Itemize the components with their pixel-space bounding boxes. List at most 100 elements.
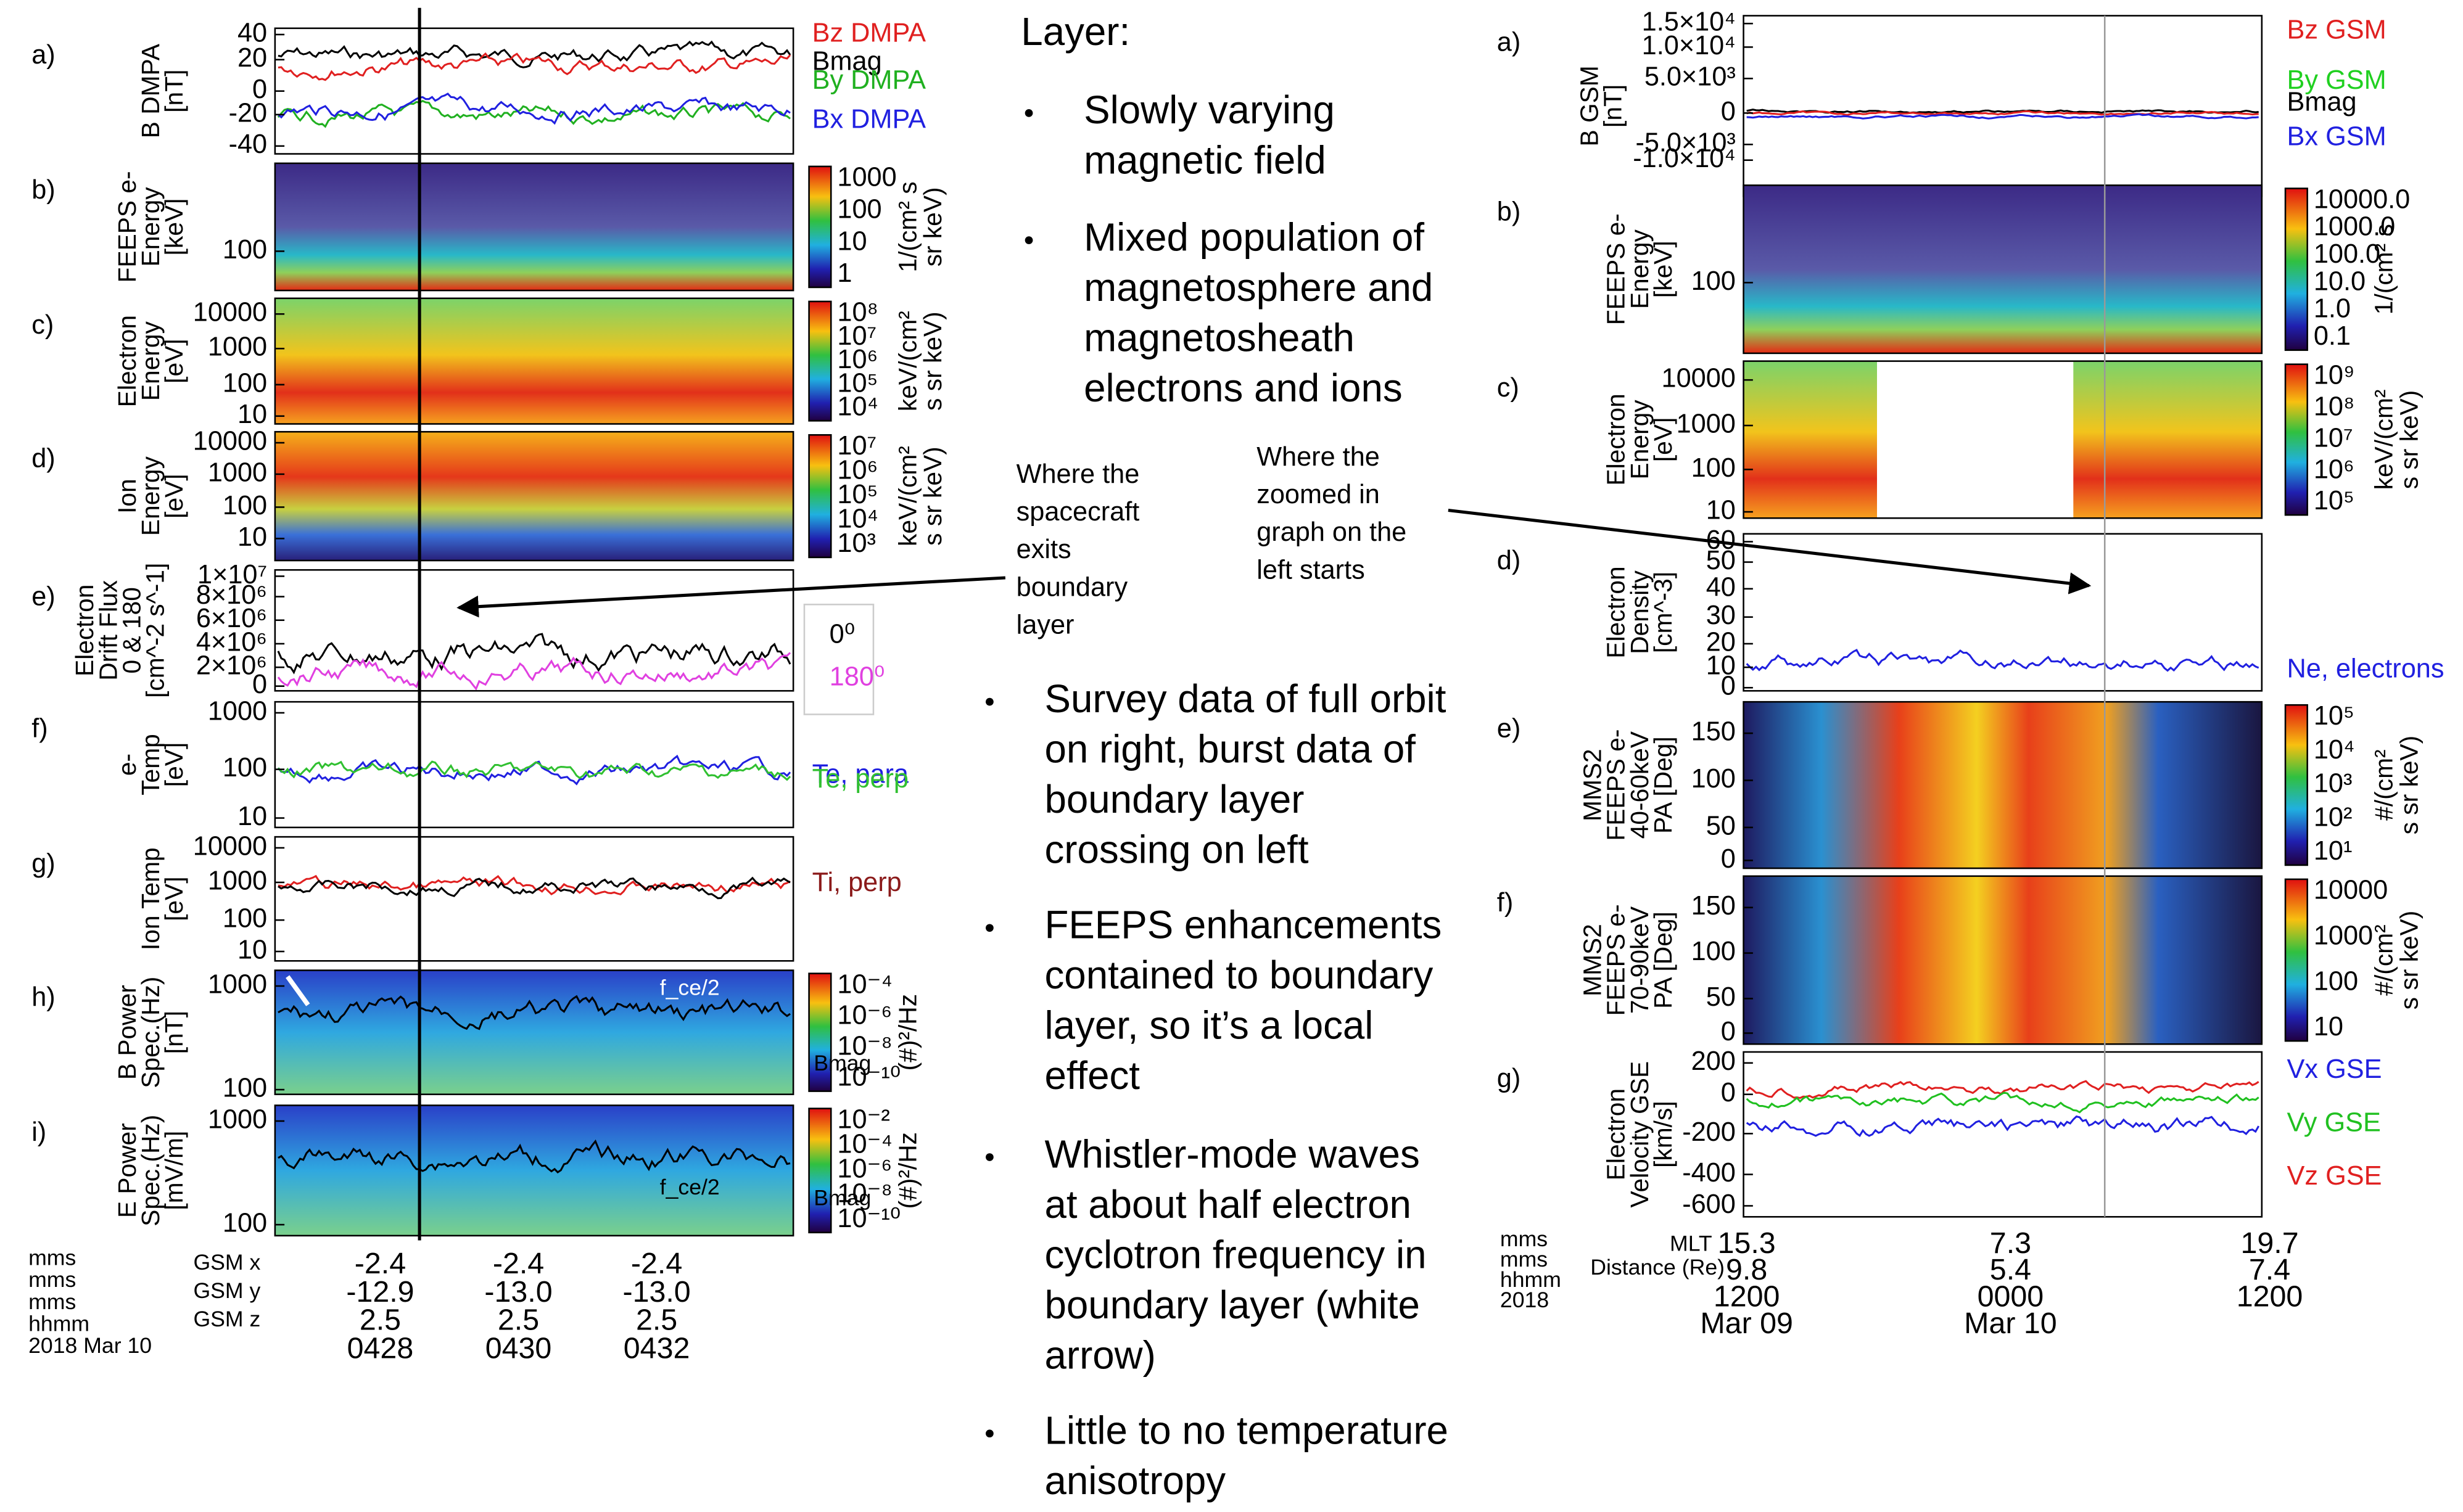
y-axis-label: FEEPS e- [113, 171, 141, 282]
callout-text: spacecraft [1017, 497, 1140, 527]
colorbar-tick-label: 10⁻⁸ [837, 1032, 892, 1061]
arrow [456, 576, 1005, 618]
footer-label: mms [28, 1289, 76, 1314]
y-axis-label: [cm^-2 s^-1] [141, 563, 170, 698]
panel-label: g) [31, 848, 55, 878]
footer-label: hhmm [28, 1311, 89, 1336]
plot-frame [274, 430, 794, 562]
y-tick-label: 100 [223, 753, 267, 783]
plot-frame [1743, 875, 2263, 1045]
colorbar-tick-label: 10000.0 [2314, 184, 2410, 214]
y-tick-label: 10 [1706, 651, 1736, 681]
y-tick-label: 0 [1721, 1078, 1736, 1107]
footer-label: 2018 [1500, 1288, 1549, 1312]
y-axis-label: B Power [113, 985, 141, 1080]
y-axis-label: [eV] [160, 742, 188, 787]
y-tick-label: -600 [1682, 1189, 1736, 1219]
footer-label: GSM x [193, 1250, 260, 1275]
footer-label: mms [1500, 1247, 1548, 1272]
footer-value: 5.4 [1990, 1253, 2031, 1286]
colorbar-label: 1/(cm² s [893, 181, 922, 272]
trace [1746, 110, 2259, 116]
spectrogram [274, 970, 794, 1095]
legend-entry: Bz GSM [2287, 15, 2387, 44]
colorbar-tick-label: 100 [2314, 966, 2358, 996]
bullet-text: Little to no temperature [1045, 1409, 1448, 1453]
y-tick-label: 50 [1706, 546, 1736, 575]
spectrogram [1743, 876, 2262, 1045]
y-tick-label: 10 [237, 935, 267, 964]
y-axis-label: [nT] [160, 70, 188, 113]
y-tick-label: 10 [237, 400, 267, 429]
colorbar-label: sr keV) [918, 187, 947, 266]
footer-value: 7.4 [2249, 1253, 2290, 1286]
y-axis-label: E Power [113, 1123, 141, 1218]
colorbar [2284, 187, 2308, 351]
bullet-text: boundary layer (white [1045, 1283, 1420, 1327]
colorbar-label: #/(cm² [2370, 749, 2398, 820]
colorbar-tick-label: 0.1 [2314, 321, 2351, 351]
trace [277, 92, 791, 125]
plot-frame [274, 1104, 794, 1237]
colorbar-tick-label: 10³ [2314, 769, 2353, 799]
y-tick-label: 50 [1706, 811, 1736, 840]
colorbar-tick-label: 10⁶ [837, 345, 878, 374]
plot-frame [274, 969, 794, 1095]
y-axis-label: Spec.(Hz) [136, 977, 165, 1088]
y-tick-label: 10000 [193, 426, 267, 456]
y-axis-label: [keV] [1649, 240, 1677, 298]
bullet-text: magnetosheath [1084, 316, 1355, 360]
y-tick-label: 1000 [208, 696, 267, 726]
y-tick-label: 100 [223, 368, 267, 398]
y-tick-label: 100 [223, 1074, 267, 1103]
y-axis-label: B DMPA [136, 43, 165, 138]
bullet [1025, 236, 1033, 244]
bullet-text: on right, burst data of [1045, 727, 1416, 771]
y-tick-label: 20 [237, 43, 267, 73]
legend-entry: 180⁰ [830, 662, 885, 691]
callout-text: zoomed in [1256, 480, 1380, 509]
colorbar-tick-label: 10 [837, 226, 867, 256]
y-axis-label: [eV] [160, 876, 188, 921]
y-axis-label: Density [1625, 570, 1654, 654]
legend-entry: Ne, electrons [2287, 654, 2444, 684]
bullet-text: magnetosphere and [1084, 266, 1433, 310]
plot-frame [1743, 360, 2263, 519]
legend-entry: Bx GSM [2287, 122, 2387, 152]
y-axis-label: [mV/m] [160, 1131, 188, 1210]
footer-value: -2.4 [631, 1247, 682, 1280]
footer-value: 0430 [485, 1332, 552, 1365]
bullet-text: layer, so it’s a local [1045, 1004, 1374, 1048]
y-axis-label: Electron [1602, 566, 1630, 658]
y-tick-label: 150 [1691, 891, 1736, 921]
y-axis-label: MMS2 [1578, 749, 1606, 821]
spectrogram [274, 163, 794, 291]
y-axis-label: Energy [1625, 229, 1654, 310]
colorbar-label: (#)²/Hz [893, 994, 922, 1070]
legend-entry: Vz GSE [2287, 1161, 2382, 1191]
y-axis-label: Electron [70, 585, 99, 676]
y-axis-label: FEEPS e- [1602, 213, 1630, 325]
y-tick-label: 100 [1691, 453, 1736, 483]
spectrogram [274, 298, 794, 424]
footer-value: Mar 10 [1964, 1307, 2057, 1340]
footer-value: 9.8 [1726, 1253, 1767, 1286]
y-axis-label: [nT] [160, 1011, 188, 1054]
colorbar-tick-label: 1.0 [2314, 294, 2351, 324]
bullet-text: crossing on left [1045, 828, 1309, 871]
colorbar [2284, 878, 2308, 1042]
legend-entry: Vy GSE [2287, 1108, 2381, 1138]
colorbar-tick-label: 10⁷ [837, 321, 877, 351]
colorbar-tick-label: 100 [837, 194, 881, 224]
y-tick-label: 1000 [1677, 409, 1736, 438]
y-axis-label: Drift Flux [94, 580, 122, 681]
y-axis-label: 40-60keV [1625, 731, 1654, 839]
y-tick-label: 5.0×10³ [1644, 62, 1736, 92]
legend-entry: Bmag [2287, 87, 2357, 117]
y-tick-label: 4×10⁶ [196, 627, 267, 657]
colorbar-tick-label: 10² [2314, 802, 2353, 832]
colorbar-label: keV/(cm² [893, 446, 922, 546]
plot-annotation: f_ce/2 [660, 1175, 720, 1199]
footer-label: mms [28, 1245, 76, 1270]
y-tick-label: 0 [1721, 844, 1736, 874]
